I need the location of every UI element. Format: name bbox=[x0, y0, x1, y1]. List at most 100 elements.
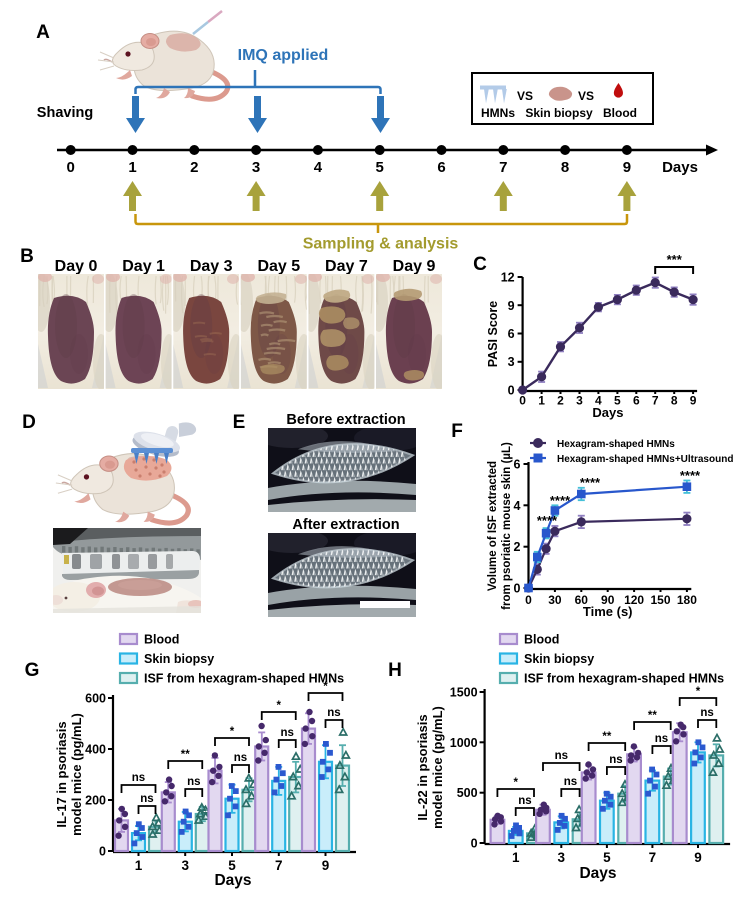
svg-text:2: 2 bbox=[514, 540, 521, 554]
svg-text:Time (s): Time (s) bbox=[583, 604, 633, 619]
svg-text:Before extraction: Before extraction bbox=[286, 412, 405, 428]
svg-text:4: 4 bbox=[514, 499, 521, 513]
svg-text:from psoriatic mouse skin (µL): from psoriatic mouse skin (µL) bbox=[501, 442, 513, 610]
svg-text:**: ** bbox=[181, 749, 190, 761]
svg-text:IMQ applied: IMQ applied bbox=[238, 47, 329, 64]
svg-text:E: E bbox=[233, 412, 246, 433]
svg-text:Days: Days bbox=[579, 865, 616, 882]
svg-text:7: 7 bbox=[275, 858, 283, 873]
svg-text:600: 600 bbox=[85, 692, 106, 706]
svg-text:9: 9 bbox=[508, 299, 515, 313]
svg-text:9: 9 bbox=[623, 159, 631, 176]
svg-text:model mice (pg/mL): model mice (pg/mL) bbox=[430, 706, 445, 829]
svg-text:ns: ns bbox=[609, 754, 622, 766]
svg-text:Shaving: Shaving bbox=[37, 105, 93, 121]
svg-text:9: 9 bbox=[694, 850, 702, 865]
svg-text:Day 1: Day 1 bbox=[122, 258, 165, 275]
svg-text:ns: ns bbox=[280, 727, 293, 739]
svg-text:5: 5 bbox=[614, 394, 621, 408]
svg-text:*: * bbox=[696, 686, 701, 698]
svg-text:Day 3: Day 3 bbox=[190, 258, 233, 275]
svg-text:180: 180 bbox=[677, 593, 697, 607]
svg-text:120: 120 bbox=[624, 593, 644, 607]
svg-text:ns: ns bbox=[187, 776, 200, 788]
svg-text:VS: VS bbox=[517, 89, 533, 103]
svg-text:5: 5 bbox=[376, 159, 384, 176]
svg-text:ISF from hexagram-shaped HMNs: ISF from hexagram-shaped HMNs bbox=[524, 672, 724, 686]
svg-text:****: **** bbox=[550, 493, 571, 508]
svg-text:ns: ns bbox=[140, 793, 153, 805]
svg-text:ns: ns bbox=[234, 752, 247, 764]
svg-text:6: 6 bbox=[633, 394, 640, 408]
svg-text:6: 6 bbox=[508, 327, 515, 341]
svg-text:1: 1 bbox=[512, 850, 520, 865]
svg-text:Hexagram-shaped HMNs: Hexagram-shaped HMNs bbox=[557, 439, 675, 450]
svg-text:IL-17 in psoriasis: IL-17 in psoriasis bbox=[54, 721, 69, 827]
svg-text:**: ** bbox=[648, 710, 657, 722]
svg-text:7: 7 bbox=[499, 159, 507, 176]
svg-text:9: 9 bbox=[690, 394, 697, 408]
svg-text:model mice (pg/mL): model mice (pg/mL) bbox=[69, 713, 84, 836]
svg-text:ns: ns bbox=[655, 733, 668, 745]
svg-text:****: **** bbox=[537, 513, 558, 528]
svg-text:*: * bbox=[277, 700, 282, 712]
svg-text:3: 3 bbox=[508, 355, 515, 369]
svg-text:0: 0 bbox=[67, 159, 75, 176]
svg-text:HMNs: HMNs bbox=[481, 106, 515, 120]
svg-text:0: 0 bbox=[99, 845, 106, 859]
svg-text:4: 4 bbox=[595, 394, 602, 408]
svg-text:4: 4 bbox=[314, 159, 323, 176]
svg-text:60: 60 bbox=[575, 593, 589, 607]
svg-text:3: 3 bbox=[576, 394, 583, 408]
svg-text:500: 500 bbox=[457, 786, 478, 800]
svg-text:*: * bbox=[513, 777, 518, 789]
svg-text:Skin biopsy: Skin biopsy bbox=[144, 652, 214, 666]
svg-text:3: 3 bbox=[181, 858, 189, 873]
svg-text:**: ** bbox=[602, 731, 611, 743]
svg-text:Hexagram-shaped HMNs+Ultrasoun: Hexagram-shaped HMNs+Ultrasound bbox=[557, 454, 733, 465]
svg-text:ns: ns bbox=[564, 776, 577, 788]
svg-text:D: D bbox=[22, 412, 36, 433]
svg-text:Day 5: Day 5 bbox=[257, 258, 300, 275]
svg-text:F: F bbox=[451, 421, 463, 442]
svg-text:5: 5 bbox=[603, 850, 611, 865]
svg-text:5: 5 bbox=[228, 858, 236, 873]
svg-text:Blood: Blood bbox=[524, 633, 559, 647]
svg-text:2: 2 bbox=[557, 394, 564, 408]
svg-text:1: 1 bbox=[135, 858, 143, 873]
svg-text:Day 7: Day 7 bbox=[325, 258, 368, 275]
svg-text:7: 7 bbox=[649, 850, 657, 865]
svg-text:Day 0: Day 0 bbox=[55, 258, 98, 275]
svg-text:****: **** bbox=[580, 475, 601, 490]
svg-text:Volume of ISF extracted: Volume of ISF extracted bbox=[487, 461, 499, 591]
svg-text:0: 0 bbox=[525, 593, 532, 607]
svg-text:1500: 1500 bbox=[450, 686, 478, 700]
svg-text:ns: ns bbox=[518, 795, 531, 807]
svg-text:Days: Days bbox=[592, 405, 623, 420]
svg-text:400: 400 bbox=[85, 743, 106, 757]
svg-text:Days: Days bbox=[662, 159, 698, 176]
svg-text:9: 9 bbox=[322, 858, 330, 873]
svg-text:Days: Days bbox=[214, 872, 251, 889]
svg-text:1000: 1000 bbox=[450, 736, 478, 750]
svg-text:Sampling & analysis: Sampling & analysis bbox=[303, 236, 459, 253]
svg-text:3: 3 bbox=[558, 850, 566, 865]
svg-text:1: 1 bbox=[538, 394, 545, 408]
svg-text:3: 3 bbox=[252, 159, 260, 176]
svg-text:PASI Score: PASI Score bbox=[486, 301, 500, 368]
svg-text:*: * bbox=[230, 726, 235, 738]
svg-text:H: H bbox=[388, 660, 402, 681]
svg-text:8: 8 bbox=[561, 159, 569, 176]
svg-text:Day 9: Day 9 bbox=[393, 258, 436, 275]
svg-text:2: 2 bbox=[190, 159, 198, 176]
svg-text:ns: ns bbox=[327, 707, 340, 719]
svg-text:6: 6 bbox=[437, 159, 445, 176]
svg-text:0: 0 bbox=[519, 394, 526, 408]
svg-text:0: 0 bbox=[508, 384, 515, 398]
svg-text:C: C bbox=[473, 254, 487, 275]
svg-text:0: 0 bbox=[471, 837, 478, 851]
svg-text:1: 1 bbox=[128, 159, 136, 176]
svg-text:200: 200 bbox=[85, 794, 106, 808]
svg-text:VS: VS bbox=[578, 89, 594, 103]
svg-text:90: 90 bbox=[601, 593, 615, 607]
